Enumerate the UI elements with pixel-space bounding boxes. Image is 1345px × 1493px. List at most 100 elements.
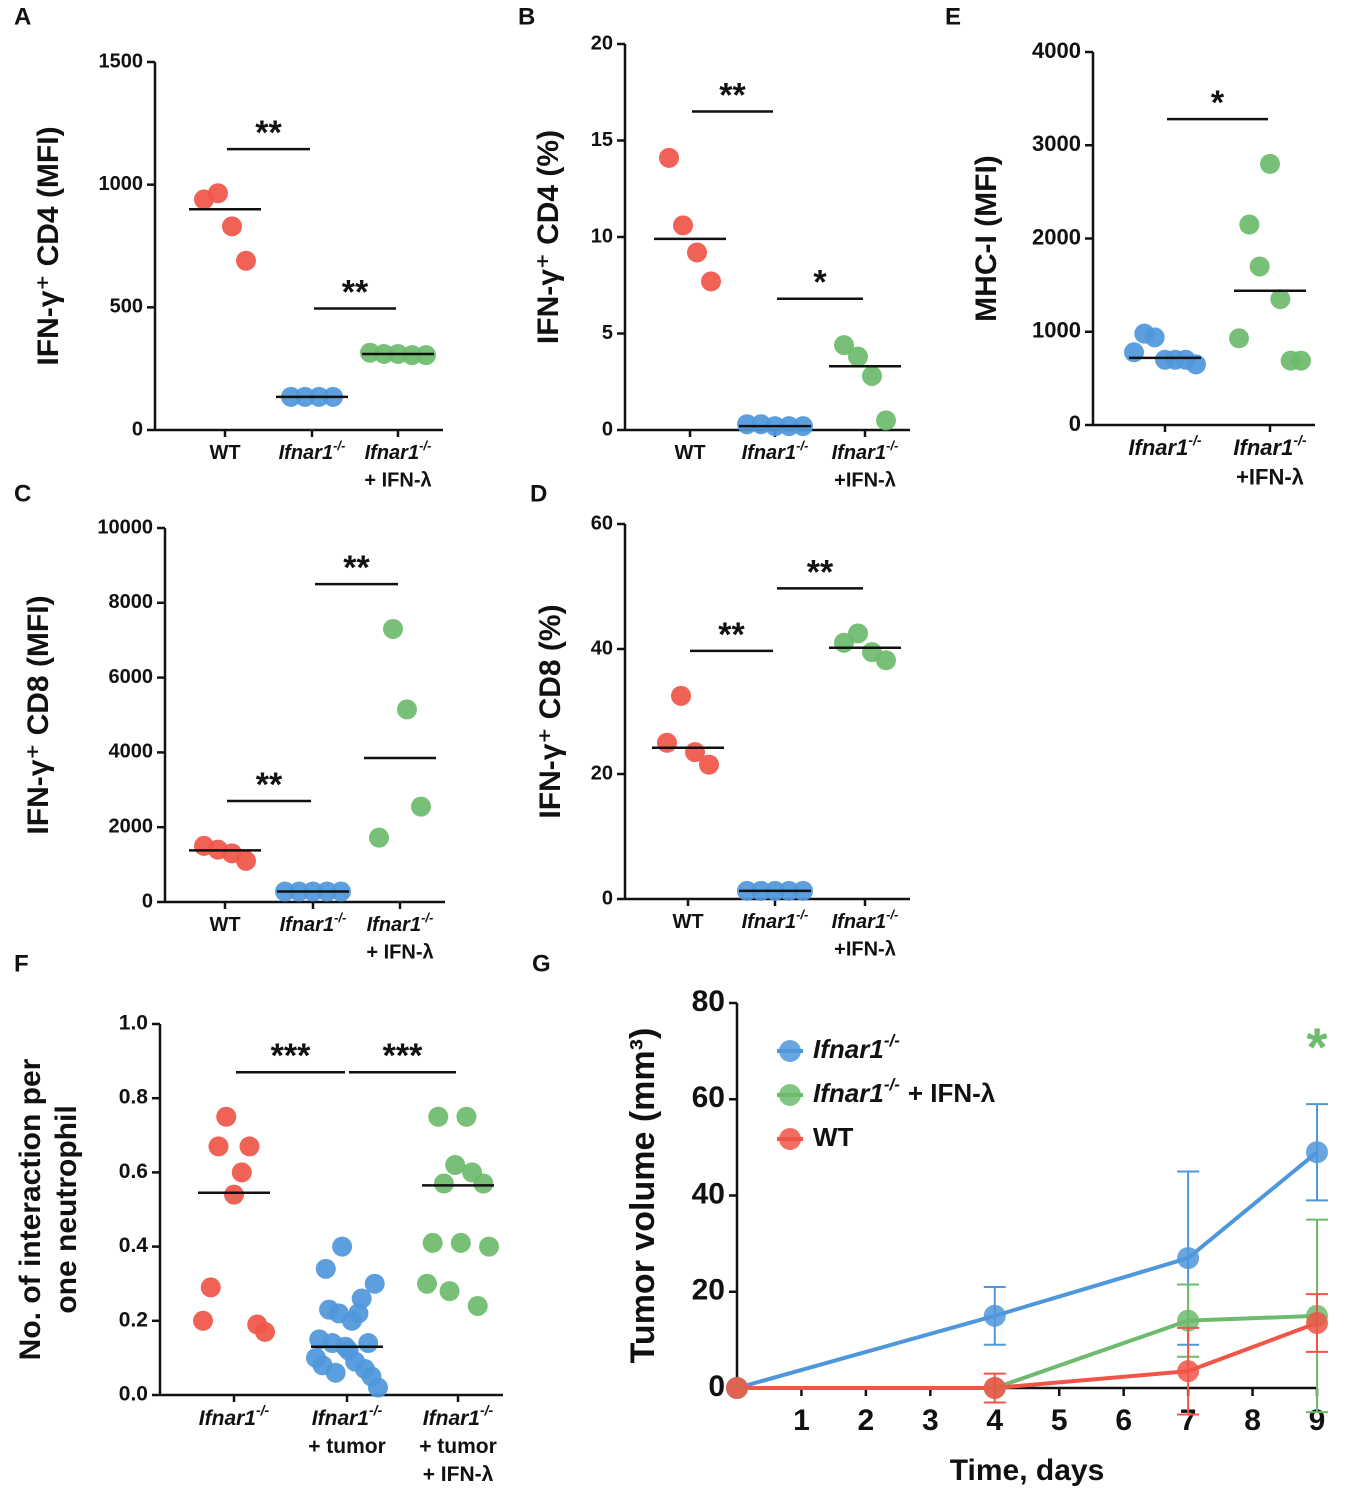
category-sup: -/- xyxy=(480,1402,494,1418)
data-point xyxy=(411,796,431,817)
x-tick-label: WT xyxy=(209,914,240,936)
data-point xyxy=(737,414,757,435)
data-point xyxy=(231,1162,252,1183)
y-axis-title: Tumor volume (mm³) xyxy=(624,1028,662,1364)
data-point xyxy=(200,1277,221,1298)
category-sup: -/- xyxy=(796,907,808,922)
data-point xyxy=(983,1377,1006,1399)
category-sup: -/- xyxy=(369,1402,383,1418)
y-axis-title: IFN-γ⁺ CD8 (MFI) xyxy=(22,595,55,834)
x-tick-label: Ifnar1-/- xyxy=(832,907,899,933)
series-line xyxy=(737,1321,1318,1390)
data-point xyxy=(208,1136,229,1157)
data-point xyxy=(848,346,868,367)
data-point xyxy=(1239,214,1260,235)
data-point xyxy=(983,1304,1006,1327)
x-tick-label: Ifnar1-/- xyxy=(312,1402,383,1430)
data-point xyxy=(216,1106,237,1127)
data-point xyxy=(224,1184,244,1205)
y-tick-label: 6000 xyxy=(109,666,154,688)
significance-label: ** xyxy=(719,77,746,115)
y-tick-label: 40 xyxy=(591,637,613,659)
data-point xyxy=(208,183,228,204)
category-name: Ifnar1 xyxy=(423,1407,480,1430)
significance-label: * xyxy=(1211,84,1225,122)
data-point xyxy=(1229,328,1249,349)
data-point xyxy=(699,754,719,775)
x-tick-label: WT xyxy=(209,442,240,464)
category-name: Ifnar1 xyxy=(832,911,886,933)
legend-marker xyxy=(779,1128,801,1150)
y-tick-label: 20 xyxy=(591,32,613,54)
y-tick-label: 0.0 xyxy=(119,1383,148,1406)
legend-entry: Ifnar1-/- xyxy=(813,1031,900,1064)
category-name: WT xyxy=(672,911,703,933)
y-tick-label: 20 xyxy=(591,762,613,784)
category-sup: -/- xyxy=(884,1031,900,1050)
data-point xyxy=(236,250,256,271)
annotation: * xyxy=(1306,1017,1327,1077)
data-point xyxy=(834,335,854,356)
x-tick-label-line: + IFN-λ xyxy=(366,941,433,963)
y-tick-label: 60 xyxy=(591,512,613,534)
category-sup: -/- xyxy=(1188,432,1202,448)
legend-entry: WT xyxy=(813,1122,854,1152)
y-tick-label: 5 xyxy=(602,322,613,344)
data-point xyxy=(467,1295,488,1316)
category-name: WT xyxy=(813,1122,854,1152)
series-line xyxy=(736,1150,1319,1390)
category-name: Ifnar1 xyxy=(367,914,421,936)
data-point xyxy=(1186,354,1206,375)
category-name: Ifnar1 xyxy=(199,1407,256,1430)
y-tick-label: 20 xyxy=(692,1274,725,1307)
x-tick-label-line: +IFN-λ xyxy=(1236,465,1304,490)
data-point xyxy=(239,1136,260,1157)
category-name: Ifnar1 xyxy=(280,914,334,936)
category-name: Ifnar1 xyxy=(1128,435,1188,460)
category-name: Ifnar1 xyxy=(742,911,796,933)
significance-label: ** xyxy=(343,549,370,587)
x-tick-label: 8 xyxy=(1244,1404,1261,1437)
data-point xyxy=(369,827,389,848)
data-point xyxy=(671,685,691,706)
data-point xyxy=(726,1377,748,1399)
data-point xyxy=(848,623,868,644)
category-name: Ifnar1 xyxy=(813,1034,884,1064)
x-tick-label-line: +IFN-λ xyxy=(834,938,896,960)
data-point xyxy=(433,1173,454,1194)
category-name: Ifnar1 xyxy=(365,442,419,464)
data-point xyxy=(236,850,256,871)
data-point xyxy=(368,1377,388,1398)
y-tick-label: 60 xyxy=(692,1081,725,1114)
data-point xyxy=(1249,256,1270,277)
category-sup: -/- xyxy=(256,1402,270,1418)
x-tick-label: Ifnar1-/- xyxy=(199,1402,270,1430)
x-tick-label: Ifnar1-/- xyxy=(1128,432,1201,460)
x-tick-label: Ifnar1-/- xyxy=(742,907,809,933)
y-tick-label: 80 xyxy=(692,985,725,1018)
panel-letter: E xyxy=(945,3,961,30)
panel-letter: C xyxy=(14,480,31,507)
y-tick-label: 0 xyxy=(602,887,613,909)
y-tick-label: 0.2 xyxy=(119,1308,148,1331)
x-tick-label: Ifnar1-/- xyxy=(367,910,434,936)
category-sup: -/- xyxy=(419,438,431,453)
data-point xyxy=(325,1362,346,1383)
significance-label: ** xyxy=(718,616,745,654)
y-tick-label: 2000 xyxy=(1032,224,1081,249)
category-sup: -/- xyxy=(1293,432,1307,448)
y-tick-label: 1000 xyxy=(1032,318,1081,343)
y-tick-label: 15 xyxy=(591,129,613,151)
y-tick-label: 1500 xyxy=(99,50,144,72)
x-tick-label: 7 xyxy=(1180,1404,1197,1437)
category-sup: -/- xyxy=(796,438,808,453)
data-point xyxy=(479,1236,499,1257)
x-tick-label: 6 xyxy=(1115,1404,1132,1437)
series-line xyxy=(737,1313,1318,1390)
y-tick-label: 0 xyxy=(708,1370,725,1403)
panel-letter: F xyxy=(14,950,29,977)
x-tick-label: 3 xyxy=(922,1404,939,1437)
significance-label: ** xyxy=(342,274,369,312)
category-name: Ifnar1 xyxy=(279,442,333,464)
